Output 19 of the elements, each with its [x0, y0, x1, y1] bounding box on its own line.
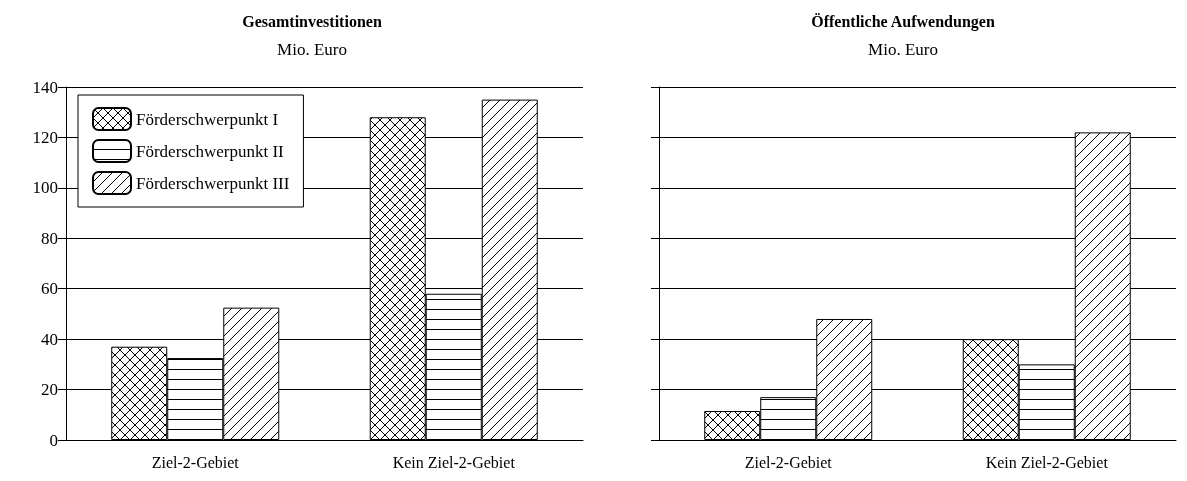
- y-tick-label: 100: [32, 178, 58, 198]
- x-tick-label: Kein Ziel-2-Gebiet: [392, 453, 516, 471]
- y-tick-label: 80: [41, 228, 58, 248]
- chart-subtitle: Mio. Euro: [277, 40, 347, 59]
- chart-title: Öffentliche Aufwendungen: [811, 12, 995, 31]
- y-tick-label: 140: [32, 77, 58, 97]
- legend-label: Förderschwerpunkt I: [136, 109, 279, 129]
- y-tick-label: 40: [41, 329, 58, 349]
- x-tick-label: Ziel-2-Gebiet: [151, 453, 240, 471]
- x-tick-label: Ziel-2-Gebiet: [744, 453, 833, 471]
- chart-title: Gesamtinvestitionen: [242, 12, 382, 30]
- x-tick-label: Kein Ziel-2-Gebiet: [985, 453, 1109, 471]
- y-tick-label: 0: [49, 430, 58, 450]
- legend-label: Förderschwerpunkt II: [136, 141, 285, 161]
- y-tick-label: 120: [32, 127, 58, 147]
- y-tick-label: 60: [41, 279, 58, 299]
- legend-label: Förderschwerpunkt III: [136, 173, 290, 193]
- y-tick-label: 20: [41, 380, 58, 400]
- chart-subtitle: Mio. Euro: [868, 40, 938, 59]
